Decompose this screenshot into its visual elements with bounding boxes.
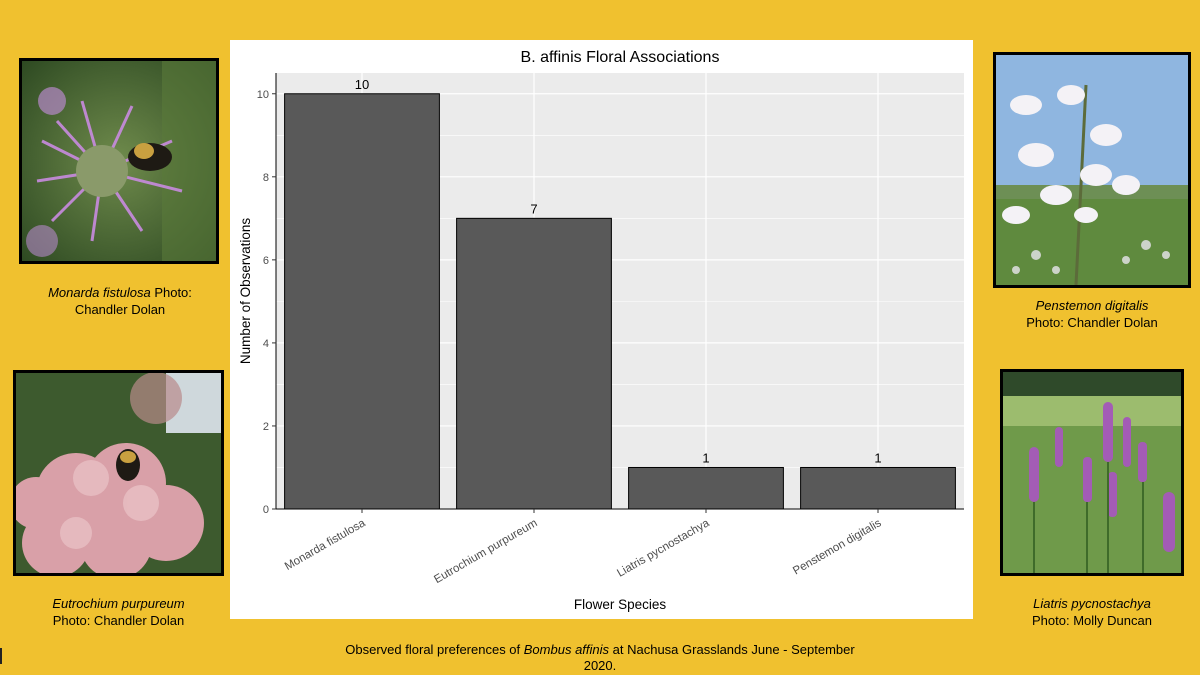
monarda-caption: Monarda fistulosa Photo: Chandler Dolan [20, 284, 220, 318]
bar-value-labels: 10 7 1 1 [355, 77, 882, 466]
y-tick-label: 6 [263, 255, 269, 267]
x-tick-label: Liatris pycnostachya [615, 517, 712, 580]
eutrochium-species: Eutrochium purpureum [52, 596, 185, 611]
monarda-species: Monarda fistulosa [48, 285, 151, 300]
bar-penstemon-digitalis [800, 466, 956, 510]
monarda-photo-label: Photo: [150, 285, 192, 300]
y-tick-label: 0 [263, 504, 269, 516]
bar-value-label: 7 [530, 201, 537, 216]
x-tick-label: Eutrochium purpureum [432, 517, 539, 586]
bar-value-label: 1 [874, 450, 881, 465]
y-tick-label: 10 [257, 89, 269, 101]
x-tick-label: Monarda fistulosa [283, 517, 368, 573]
eutrochium-credit: Photo: Chandler Dolan [52, 613, 185, 628]
y-tick-label: 2 [263, 421, 269, 433]
bar-liatris-pycnostachya [628, 466, 784, 510]
caption-year: 2020. [583, 658, 617, 673]
x-axis: Monarda fistulosa Eutrochium purpureum Lia… [276, 508, 964, 586]
monarda-photo [19, 58, 219, 264]
caption-species: Bombus affinis [523, 642, 610, 657]
liatris-caption: Liatris pycnostachya Photo: Molly Duncan [993, 595, 1191, 629]
chart-panel: B. affinis Floral Associations 10 7 1 1 0 2 4… [230, 40, 973, 619]
penstemon-species: Penstemon digitalis [1035, 298, 1149, 313]
liatris-credit: Photo: Molly Duncan [1032, 613, 1152, 628]
monarda-credit: Chandler Dolan [74, 302, 166, 317]
bar-monarda-fistulosa [284, 93, 440, 510]
caption-text-start: Observed floral preferences of [345, 642, 524, 657]
penstemon-photo [993, 52, 1191, 288]
x-axis-label: Flower Species [574, 597, 667, 612]
figure-caption: Observed floral preferences of Bombus af… [300, 642, 900, 674]
edge-marker [0, 648, 2, 664]
bar-chart: B. affinis Floral Associations 10 7 1 1 0 2 4… [238, 49, 964, 612]
y-axis: 0 2 4 6 8 10 [257, 73, 277, 516]
y-axis-label: Number of Observations [238, 218, 253, 365]
caption-text-end: at Nachusa Grasslands June - September [609, 642, 855, 657]
penstemon-caption: Penstemon digitalis Photo: Chandler Dola… [993, 297, 1191, 331]
liatris-photo [1000, 369, 1184, 576]
penstemon-credit: Photo: Chandler Dolan [1026, 315, 1158, 330]
bars [284, 93, 956, 510]
y-tick-label: 4 [263, 338, 269, 350]
eutrochium-photo [13, 370, 224, 576]
x-tick-label: Penstemon digitalis [791, 517, 884, 577]
bar-value-label: 1 [702, 450, 709, 465]
y-tick-label: 8 [263, 172, 269, 184]
chart-title: B. affinis Floral Associations [521, 49, 720, 66]
bar-value-label: 10 [355, 77, 369, 92]
bar-eutrochium-purpureum [456, 217, 612, 510]
eutrochium-caption: Eutrochium purpureum Photo: Chandler Dol… [13, 595, 224, 629]
liatris-species: Liatris pycnostachya [1033, 596, 1151, 611]
